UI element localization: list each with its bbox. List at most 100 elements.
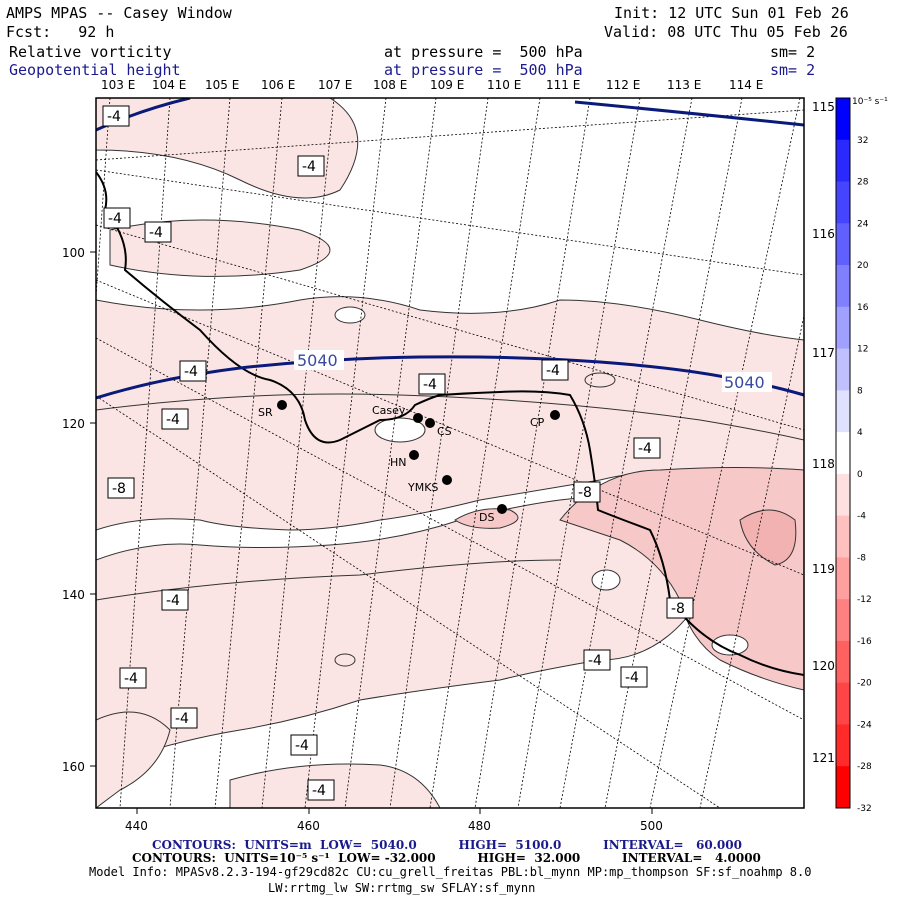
map-frame <box>95 97 805 809</box>
vort-label: -4 <box>546 363 560 379</box>
colorbar-swatch <box>836 306 850 350</box>
vort-label: -4 <box>302 159 316 175</box>
field2-level: at pressure = 500 hPa <box>384 61 583 79</box>
lon-label: 107 E <box>318 78 352 92</box>
colorbar-swatch <box>836 139 850 183</box>
vort-label: -4 <box>295 738 309 754</box>
colorbar-label: -28 <box>857 762 872 772</box>
vort-label: -4 <box>166 412 180 428</box>
model-info-line2: LW:rrtmg_lw SW:rrtmg_sw SFLAY:sf_mynn <box>268 881 536 895</box>
vort-label: -8 <box>578 485 592 501</box>
x-tick-label: 460 <box>297 819 320 833</box>
field2-smoothing: sm= 2 <box>770 61 816 79</box>
field2-name: Geopotential height <box>9 61 181 79</box>
contours-height-info: CONTOURS: UNITS=m LOW= 5040.0 HIGH= 5100… <box>152 838 742 852</box>
station-marker <box>409 450 419 460</box>
colorbar: 32 28 24 20 16 12 8 4 0 -4 -8 -12 -16 -20 -24 -28 -32 <box>835 97 872 814</box>
station-marker <box>550 410 560 420</box>
colorbar-label: 32 <box>857 136 868 146</box>
vort-label: -4 <box>107 109 121 125</box>
colorbar-swatch <box>836 432 850 475</box>
y-tick-label: 140 <box>62 588 85 602</box>
station-label: Casey <box>372 404 406 417</box>
station-marker <box>277 400 287 410</box>
station-marker <box>497 504 507 514</box>
station-label: CS <box>437 425 452 438</box>
colorbar-swatch <box>836 265 850 308</box>
vort-label: -4 <box>625 670 639 686</box>
vort-label: -4 <box>423 377 437 393</box>
colorbar-swatch <box>836 515 850 558</box>
lon-label: 110 E <box>487 78 521 92</box>
vort-label: -4 <box>124 671 138 687</box>
lon-label: 103 E <box>101 78 135 92</box>
top-longitude-labels: 103 E 104 E 105 E 106 E 107 E 108 E 109 … <box>101 78 763 92</box>
colorbar-swatch <box>836 98 850 141</box>
init-time: Init: 12 UTC Sun 01 Feb 26 <box>614 4 849 22</box>
y-tick-label: 100 <box>62 246 85 260</box>
colorbar-swatch <box>836 473 850 517</box>
station-marker <box>413 413 423 423</box>
valid-time: Valid: 08 UTC Thu 05 Feb 26 <box>604 23 848 41</box>
colorbar-label: 0 <box>857 470 863 480</box>
colorbar-swatch <box>836 223 850 266</box>
vorticity-shading <box>96 98 804 808</box>
colorbar-swatch <box>836 640 850 684</box>
coastline <box>96 171 804 676</box>
field1-smoothing: sm= 2 <box>770 43 816 61</box>
lon-label: 108 E <box>373 78 407 92</box>
colorbar-label: 4 <box>857 428 863 438</box>
vorticity-holes <box>334 306 749 656</box>
y-tick-label: 160 <box>62 760 85 774</box>
colorbar-label: 24 <box>857 219 869 229</box>
colorbar-swatch <box>836 557 850 600</box>
colorbar-label: 16 <box>857 303 869 313</box>
plot-title: AMPS MPAS -- Casey Window <box>6 4 232 22</box>
colorbar-swatch <box>836 599 850 642</box>
vort-label: -8 <box>112 481 126 497</box>
station-label: HN <box>390 456 407 469</box>
lon-label: 106 E <box>261 78 295 92</box>
model-info: Model Info: MPASv8.2.3-194-gf29cd82c CU:… <box>89 865 812 879</box>
colorbar-frame <box>835 97 851 809</box>
vort-label: -4 <box>312 783 326 799</box>
station-marker <box>442 475 452 485</box>
lon-label: 114 E <box>729 78 763 92</box>
map-area <box>96 98 804 808</box>
vort-label: -4 <box>638 441 652 457</box>
vorticity-labels: -4 -4 -4 -4 -4 -4 -4 -4 -4 -4 -8 -8 -4 -… <box>102 105 694 801</box>
vort-label: -4 <box>175 711 189 727</box>
colorbar-label: -8 <box>857 553 866 563</box>
colorbar-label: 20 <box>857 261 869 271</box>
lon-label: 112 E <box>606 78 640 92</box>
vorticity-shading-strong <box>454 467 804 691</box>
station-marker <box>425 418 435 428</box>
y-tick-label: 120 <box>62 417 85 431</box>
colorbar-label: 8 <box>857 386 863 396</box>
vort-label: -4 <box>588 653 602 669</box>
colorbar-swatch <box>836 682 850 725</box>
vort-label: -8 <box>671 601 685 617</box>
station-label: SR <box>258 406 273 419</box>
lon-label: 104 E <box>152 78 186 92</box>
colorbar-unit: 10⁻⁵ s⁻¹ <box>852 97 888 107</box>
axis-ticks: 100 120 140 160 440 460 480 500 <box>62 246 663 833</box>
colorbar-label: -24 <box>857 720 872 730</box>
station-label: YMKS <box>407 481 438 494</box>
field1-level: at pressure = 500 hPa <box>384 43 583 61</box>
colorbar-swatch <box>836 348 850 391</box>
colorbar-label: -12 <box>857 595 872 605</box>
colorbar-swatch <box>836 390 850 433</box>
contours-vorticity-info: CONTOURS: UNITS=10⁻⁵ s⁻¹ LOW= -32.000 HI… <box>132 851 761 865</box>
x-tick-label: 480 <box>468 819 491 833</box>
station-label: CP <box>530 416 545 429</box>
colorbar-label: -20 <box>857 679 872 689</box>
height-label: 5040 <box>724 373 765 392</box>
x-tick-label: 440 <box>125 819 148 833</box>
field1-name: Relative vorticity <box>9 43 172 61</box>
x-tick-label: 500 <box>640 819 663 833</box>
vort-label: -4 <box>108 211 122 227</box>
lon-label: 113 E <box>667 78 701 92</box>
colorbar-label: -32 <box>857 804 872 814</box>
height-label: 5040 <box>297 351 338 370</box>
